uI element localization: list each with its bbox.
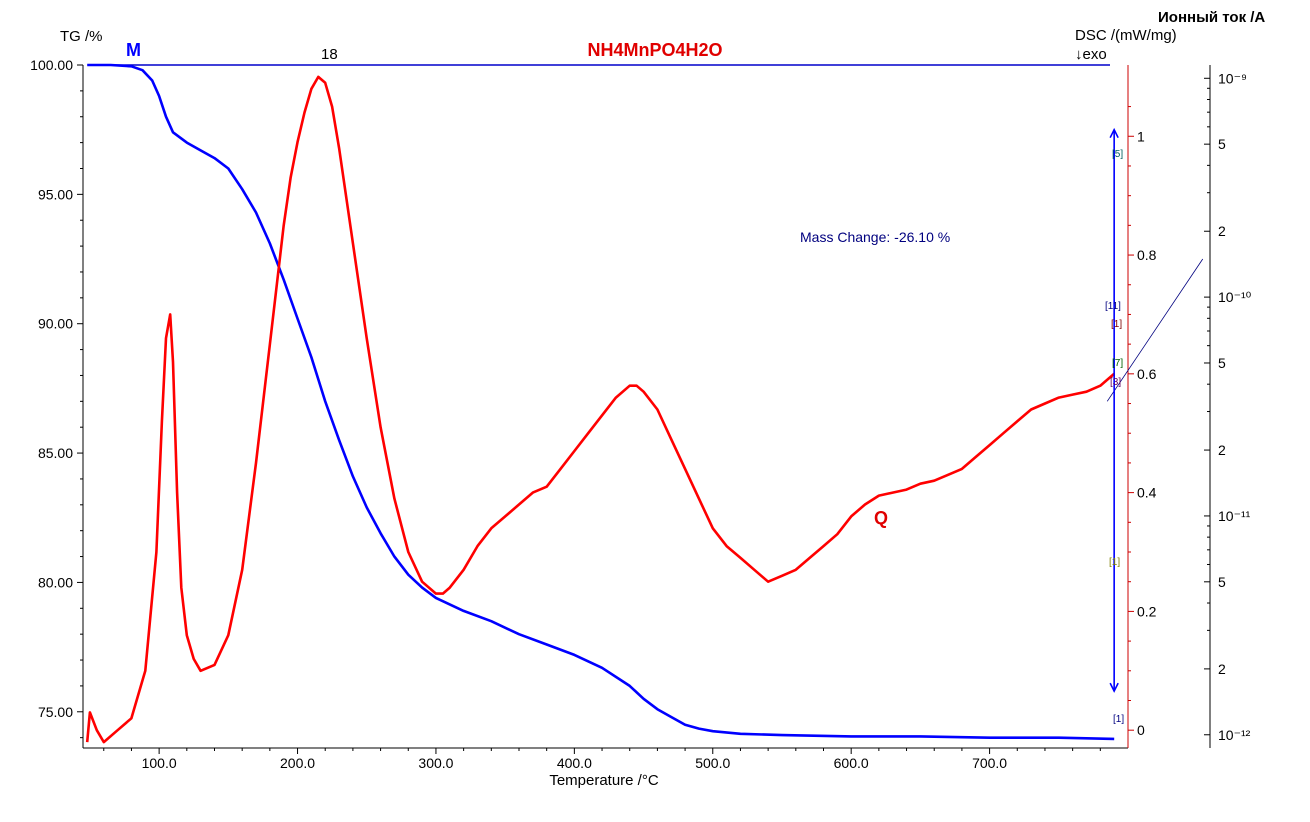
mass-change-leader-line <box>1106 258 1204 402</box>
x-tick-label: 700.0 <box>972 755 1007 771</box>
dsc-curve <box>85 75 1116 744</box>
curve-marker: [5] <box>1112 149 1123 160</box>
curve-marker: [3] <box>1110 377 1121 388</box>
dsc-series-label: Q <box>874 508 888 528</box>
ion-tick-label: 10⁻¹² <box>1218 727 1251 743</box>
dsc-tick-label: 0.8 <box>1137 247 1157 263</box>
ion-tick-label: 2 <box>1218 223 1226 239</box>
ion-axis-label: Ионный ток /A <box>1158 9 1265 26</box>
ion-tick-label: 2 <box>1218 661 1226 677</box>
curve-markers: [5] [11] [1] [7] [3] [1] [1] <box>1105 149 1124 725</box>
tg-tick-label: 95.00 <box>38 186 73 202</box>
dsc-axis-label: DSC /(mW/mg) <box>1075 27 1177 44</box>
tg-curve <box>87 63 1115 741</box>
ion-tick-label: 5 <box>1218 136 1226 152</box>
dsc-tick-label: 0.2 <box>1137 603 1157 619</box>
tg-tick-label: 80.00 <box>38 574 73 590</box>
x-tick-label: 400.0 <box>557 755 592 771</box>
mass-change-label: Mass Change: -26.10 % <box>800 229 950 245</box>
curve-marker: [1] <box>1109 557 1120 568</box>
dsc-exo-label: ↓exo <box>1075 46 1107 63</box>
chart-title: NH4MnPO4H2O <box>587 40 722 60</box>
curve-marker: [1] <box>1111 319 1122 330</box>
curve-marker: [1] <box>1113 714 1124 725</box>
ion-tick-label: 5 <box>1218 355 1226 371</box>
dsc-tick-label: 0.4 <box>1137 485 1157 501</box>
tg-series-label: M <box>126 40 141 60</box>
ion-tick-label: 10⁻⁹ <box>1218 70 1247 86</box>
dsc-tick-label: 0.6 <box>1137 366 1157 382</box>
peak-label: 18 <box>321 46 338 63</box>
x-tick-label: 500.0 <box>695 755 730 771</box>
axis-ticks: 100.0 200.0 300.0 400.0 500.0 600.0 700.0 100.0… <box>30 57 1251 771</box>
tg-tick-label: 100.00 <box>30 57 73 73</box>
ion-tick-label: 5 <box>1218 574 1226 590</box>
x-tick-label: 300.0 <box>418 755 453 771</box>
tg-tick-label: 90.00 <box>38 316 73 332</box>
dsc-tick-label: 1 <box>1137 128 1145 144</box>
tg-tick-label: 75.00 <box>38 704 73 720</box>
curve-marker: [11] <box>1105 301 1121 312</box>
dsc-tick-label: 0 <box>1137 722 1145 738</box>
ion-tick-label: 2 <box>1218 442 1226 458</box>
x-tick-label: 100.0 <box>142 755 177 771</box>
tg-tick-label: 85.00 <box>38 445 73 461</box>
ion-tick-label: 10⁻¹⁰ <box>1218 289 1252 305</box>
mass-step-arrow-down <box>1109 682 1119 693</box>
mass-step-arrow-up <box>1109 127 1119 139</box>
curve-marker: [7] <box>1112 358 1123 369</box>
data-curves <box>85 63 1116 744</box>
x-axis-label: Temperature /°C <box>549 772 659 789</box>
mass-change-leader <box>1106 127 1204 693</box>
x-tick-label: 600.0 <box>834 755 869 771</box>
ion-tick-label: 10⁻¹¹ <box>1218 508 1251 524</box>
tg-axis-label: TG /% <box>60 28 103 45</box>
x-tick-label: 200.0 <box>280 755 315 771</box>
